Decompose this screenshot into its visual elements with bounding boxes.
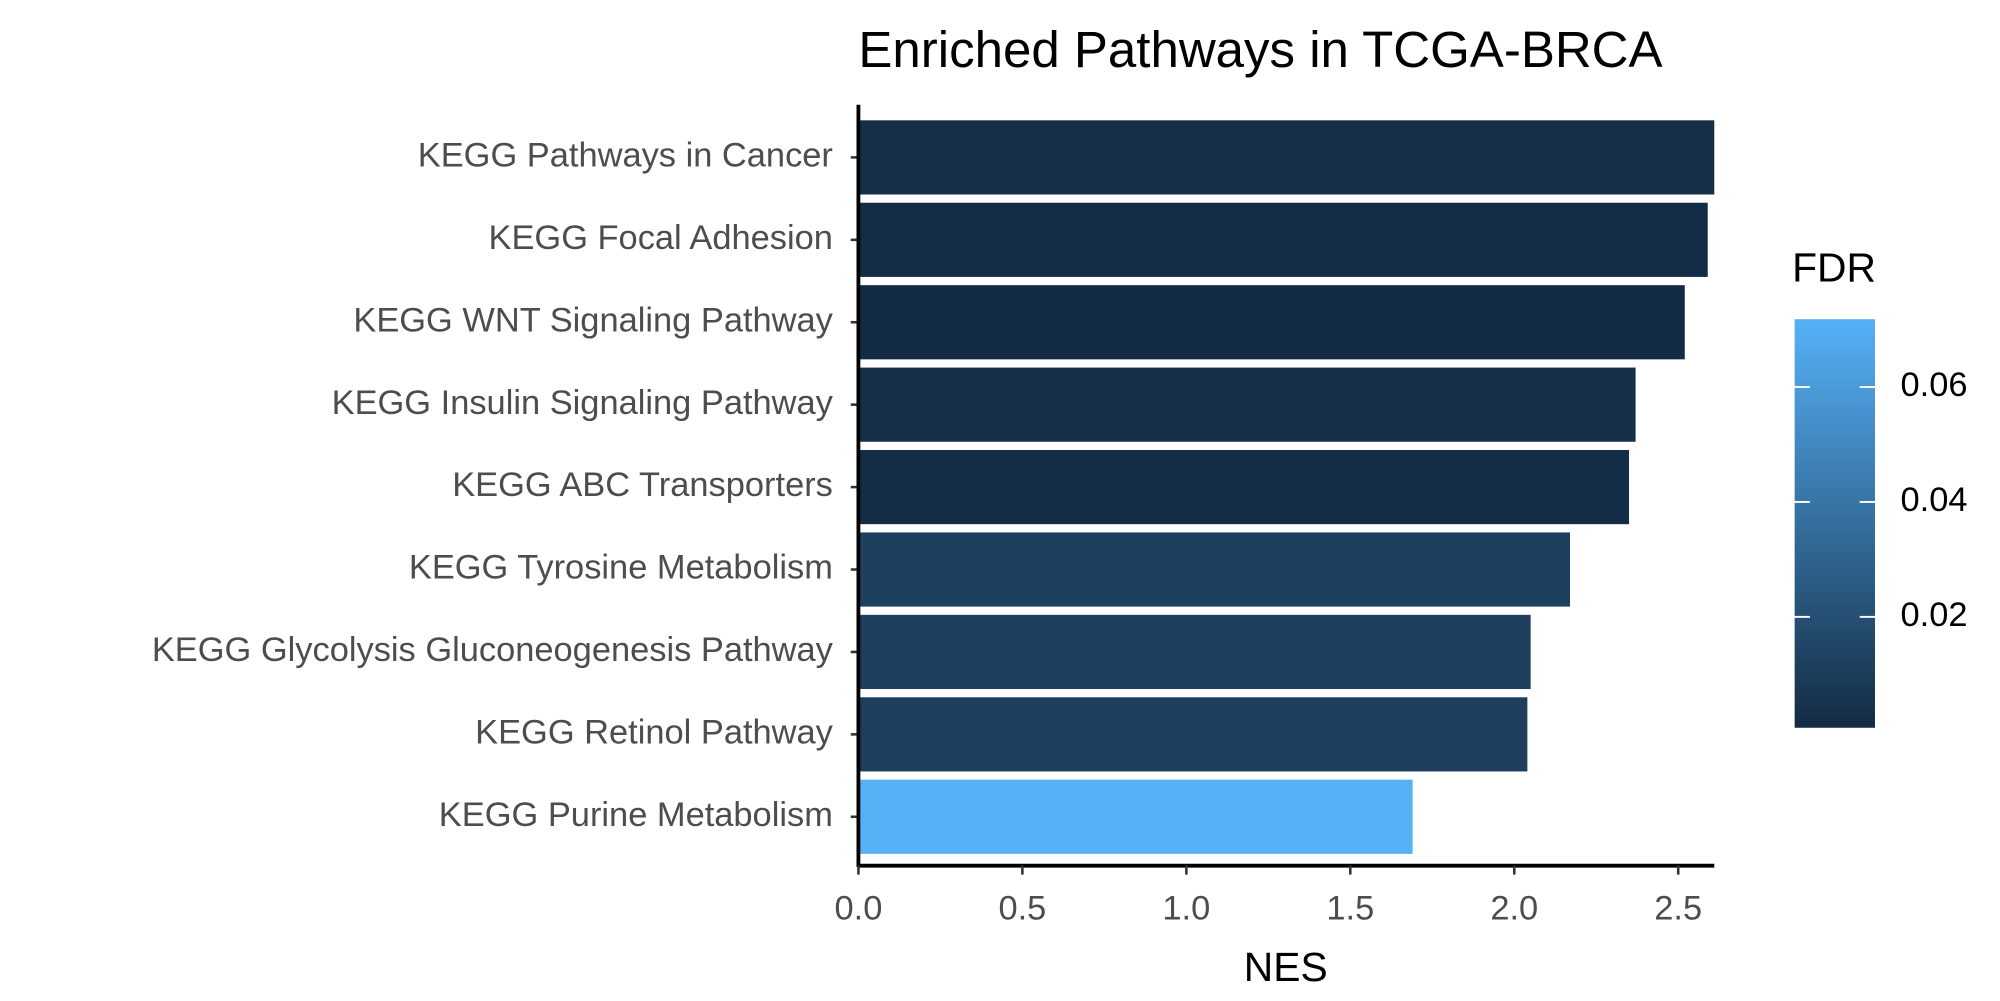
y-tick-label: KEGG WNT Signaling Pathway	[353, 301, 833, 339]
colorbar	[1794, 319, 1875, 728]
bar	[858, 285, 1685, 360]
bar	[858, 697, 1528, 772]
x-axis-label: NES	[1244, 944, 1328, 990]
y-tick-label: KEGG Insulin Signaling Pathway	[332, 384, 834, 422]
x-tick-label: 1.5	[1326, 889, 1374, 927]
bar	[858, 779, 1413, 854]
y-tick-label: KEGG ABC Transporters	[452, 466, 833, 504]
colorbar-tick-label: 0.04	[1901, 481, 1968, 519]
y-tick-label: KEGG Tyrosine Metabolism	[409, 549, 833, 587]
y-tick-label: KEGG Purine Metabolism	[439, 796, 833, 834]
bar	[858, 614, 1531, 690]
chart-title: Enriched Pathways in TCGA-BRCA	[858, 21, 1662, 78]
legend-title: FDR	[1792, 244, 1876, 290]
y-tick-label: KEGG Retinol Pathway	[475, 713, 834, 751]
y-tick-label: KEGG Pathways in Cancer	[418, 136, 833, 174]
y-tick-label: KEGG Focal Adhesion	[489, 219, 833, 257]
x-tick-label: 1.0	[1162, 889, 1210, 927]
bar	[858, 532, 1571, 607]
x-tick-label: 2.0	[1490, 889, 1538, 927]
colorbar-tick-label: 0.02	[1901, 596, 1968, 634]
bar	[858, 202, 1708, 277]
colorbar-tick-label: 0.06	[1901, 366, 1968, 404]
bar	[858, 367, 1636, 442]
bar	[858, 450, 1630, 525]
bar	[858, 120, 1715, 195]
y-tick-label: KEGG Glycolysis Gluconeogenesis Pathway	[152, 631, 834, 669]
x-tick-label: 2.5	[1654, 889, 1702, 927]
x-tick-label: 0.5	[998, 889, 1046, 927]
x-tick-label: 0.0	[834, 889, 882, 927]
